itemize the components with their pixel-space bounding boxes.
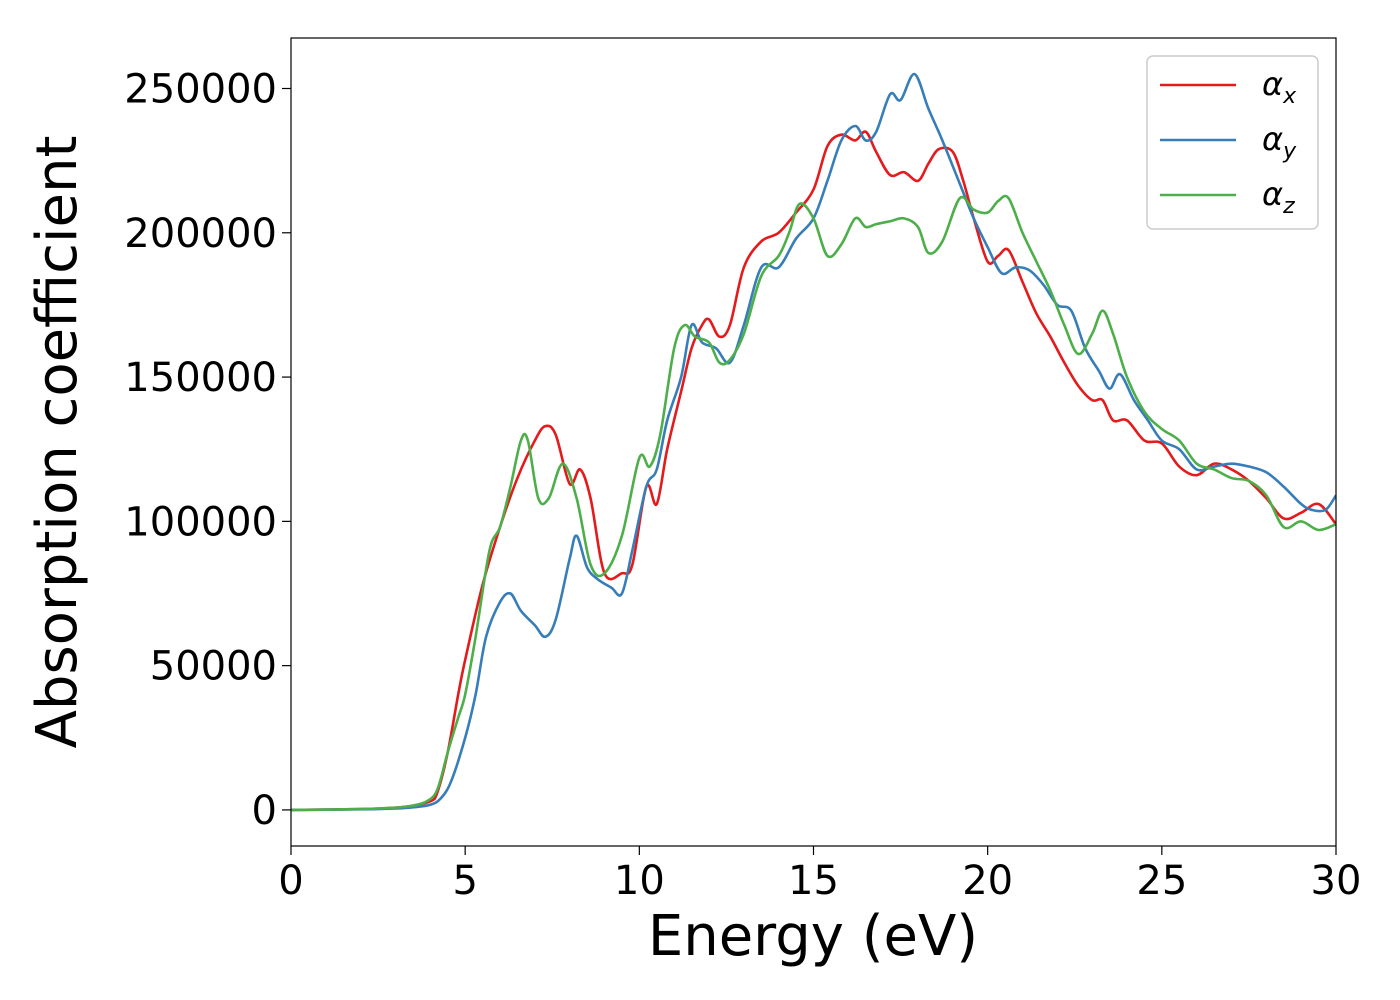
x-tick-label: 10 [614,858,665,904]
y-tick-label: 250000 [124,67,277,113]
series-line-y [291,72,1336,812]
legend-label-x: αx [1262,65,1297,109]
y-axis-title: Absorption coefficient [25,136,90,749]
y-tick-label: 200000 [124,211,277,257]
x-tick-label: 0 [278,858,303,904]
x-tick-label: 5 [452,858,477,904]
y-tick-label: 150000 [124,355,277,401]
legend-box [1146,55,1319,230]
series-line-z [291,194,1336,812]
x-tick-label: 20 [962,858,1013,904]
plot-lines [291,72,1336,812]
x-axis-title: Energy (eV) [648,904,978,969]
x-tick-label: 30 [1311,858,1362,904]
x-tick-label: 25 [1136,858,1187,904]
legend-label-y: αy [1262,120,1297,164]
y-axis-ticks: 0 50000 100000 150000 200000 250000 [124,67,291,834]
y-tick-label: 0 [252,788,277,834]
y-tick-label: 50000 [150,644,277,690]
y-tick-label: 100000 [124,499,277,545]
x-tick-label: 15 [788,858,839,904]
legend-label-z: αz [1262,175,1295,219]
series-line-x [291,130,1336,812]
x-axis-ticks: 0 5 10 15 20 25 30 [278,846,1361,904]
legend: αx αy αz [1146,55,1319,230]
